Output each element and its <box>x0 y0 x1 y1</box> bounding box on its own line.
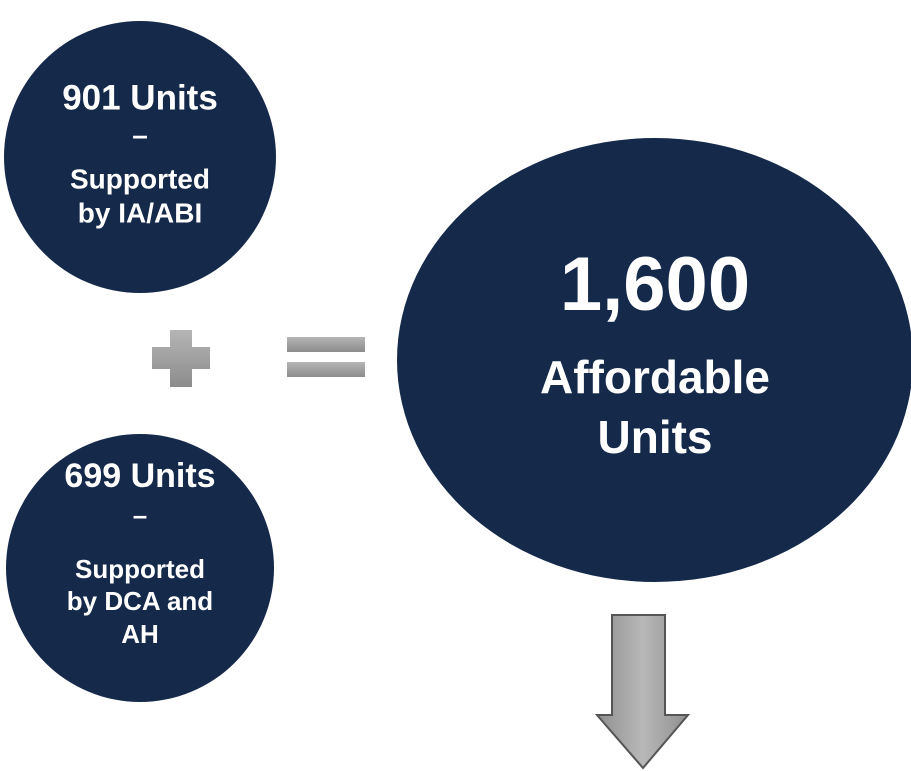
circle-bottom <box>6 434 274 702</box>
circle-line: 901 Units <box>62 78 218 117</box>
circle-line: by DCA and <box>67 586 213 616</box>
plus-sign <box>152 330 210 387</box>
circle-total <box>397 138 911 582</box>
total-line: 1,600 <box>560 242 750 327</box>
circle-line: 699 Units <box>64 457 215 495</box>
total-line: Affordable <box>540 351 770 403</box>
circle-line: – <box>132 119 148 150</box>
circle-line: Supported <box>75 554 205 584</box>
circle-line: AH <box>121 619 159 649</box>
circle-top <box>4 21 276 293</box>
equals-bar <box>287 362 365 377</box>
equals-bar <box>287 337 365 352</box>
circle-line: – <box>133 500 147 530</box>
circle-line: by IA/ABI <box>78 197 202 228</box>
down-arrow <box>594 614 691 770</box>
total-line: Units <box>598 411 713 463</box>
circle-line: Supported <box>70 163 210 194</box>
